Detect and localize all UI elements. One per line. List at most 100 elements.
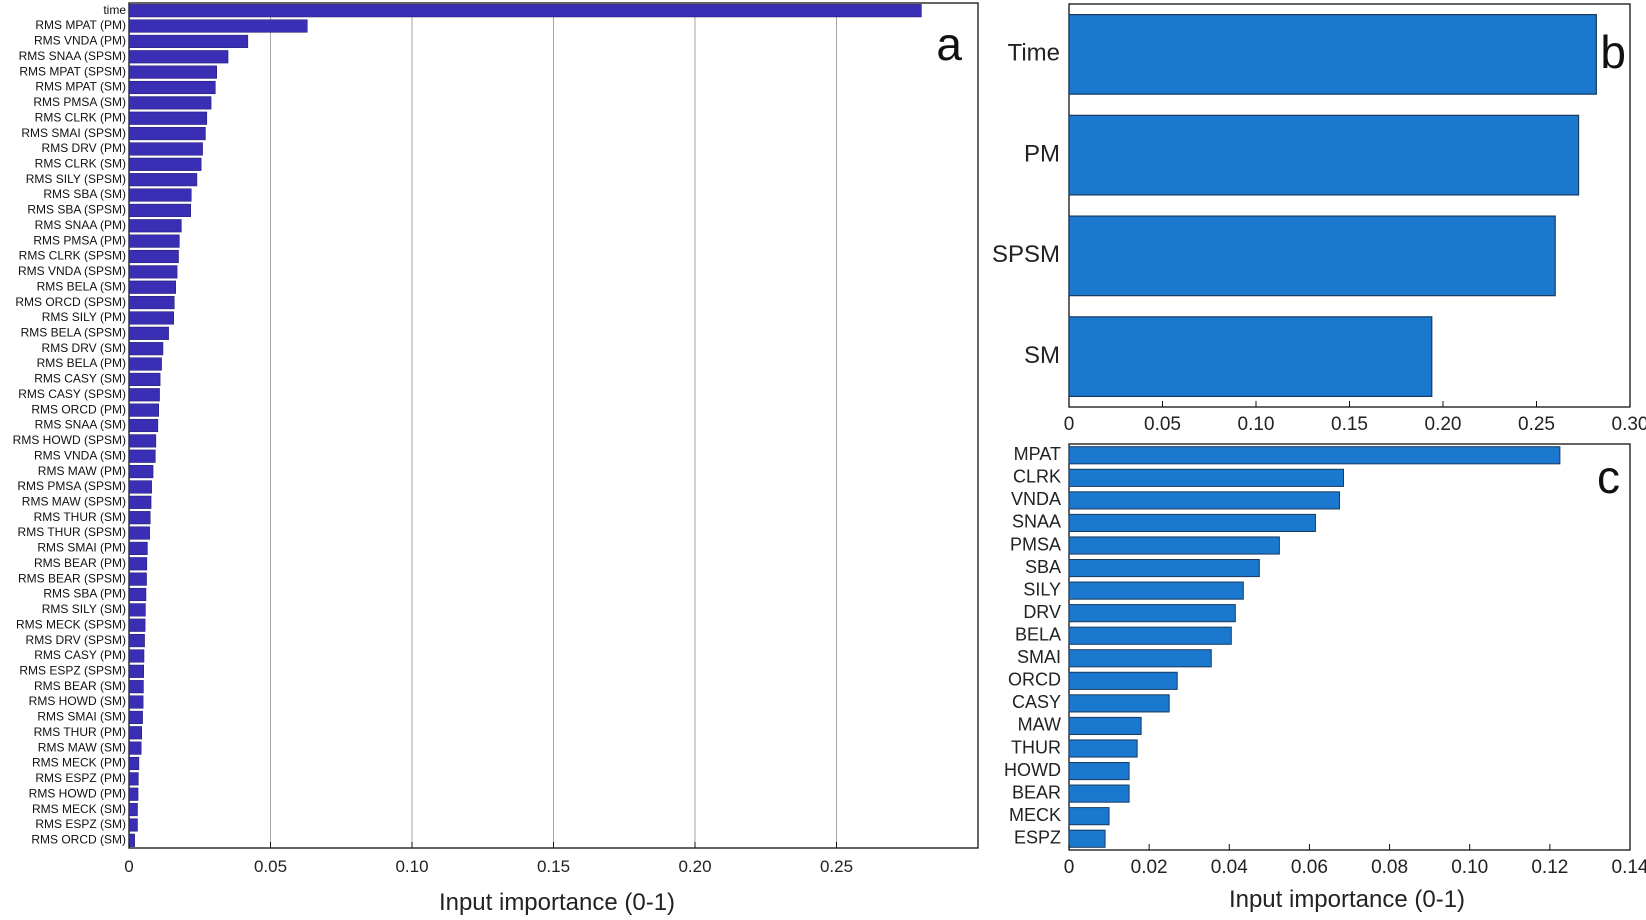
bar-rms-meck-pm [128, 756, 140, 771]
category-label: SPSM [992, 241, 1060, 268]
x-tick-label: 0.25 [820, 857, 853, 876]
category-label: RMS SBA (SPSM) [27, 203, 126, 217]
category-label: RMS ESPZ (PM) [35, 771, 126, 785]
bar-rms-howd-sm [128, 695, 144, 709]
bar-rms-smai-pm [128, 541, 148, 555]
category-label: RMS PMSA (SM) [33, 95, 126, 109]
x-tick-label: 0.14 [1612, 857, 1646, 878]
bar-sba [1068, 558, 1260, 578]
category-label: RMS PMSA (PM) [33, 233, 126, 247]
bar-rms-howd-pm [128, 787, 139, 801]
bar-rms-mpat-spsm [128, 65, 217, 79]
bar-rms-sba-spsm [128, 203, 191, 217]
bar-rms-maw-sm [128, 741, 142, 755]
bar-rms-thur-pm [128, 726, 142, 740]
bar-rms-bear-spsm [128, 572, 147, 586]
category-label: time [103, 3, 126, 17]
category-label: RMS MPAT (SPSM) [19, 64, 126, 78]
bar-smai [1068, 649, 1212, 668]
bar-rms-casy-sm [128, 372, 161, 386]
bar-rms-orcd-pm [128, 403, 159, 417]
category-label: RMS PMSA (SPSM) [17, 479, 126, 493]
category-label: RMS VNDA (SM) [34, 448, 126, 462]
x-tick-label: 0.08 [1371, 857, 1408, 878]
x-tick-label: 0.20 [1425, 414, 1462, 435]
category-label: RMS BELA (SM) [37, 279, 126, 293]
category-label: RMS DRV (SM) [42, 341, 126, 355]
bar-rms-maw-pm [128, 465, 154, 479]
bar-rms-bela-pm [128, 357, 162, 371]
category-label: RMS THUR (SPSM) [18, 525, 126, 539]
category-label: RMS SMAI (SPSM) [21, 126, 126, 140]
panel-label: a [936, 18, 962, 70]
bar-rms-sba-sm [128, 188, 192, 202]
category-label: RMS BELA (SPSM) [21, 325, 126, 339]
bar-rms-meck-sm [128, 803, 138, 817]
x-tick-label: 0.10 [1238, 414, 1275, 435]
x-tick-label: 0.15 [537, 857, 570, 876]
bar-meck [1068, 807, 1110, 826]
bar-rms-thur-sm [128, 511, 151, 525]
x-tick-label: 0.05 [1144, 414, 1181, 435]
category-label: BEAR [1012, 782, 1061, 802]
bar-pm [1068, 114, 1580, 196]
bar-thur [1068, 739, 1138, 758]
bar-bear [1068, 784, 1130, 803]
category-label: VNDA [1011, 489, 1061, 509]
bar-rms-sily-pm [128, 311, 174, 325]
bar-rms-clrk-sm [128, 157, 202, 171]
x-tick-label: 0.12 [1531, 857, 1568, 878]
bar-rms-bear-sm [128, 680, 144, 694]
category-label: SM [1024, 342, 1060, 369]
bar-bela [1068, 626, 1232, 645]
bar-time [1068, 13, 1597, 95]
bar-rms-bela-spsm [128, 326, 169, 340]
category-label: RMS ORCD (SM) [31, 832, 126, 846]
bar-rms-casy-spsm [128, 388, 160, 402]
bar-rms-clrk-pm [128, 111, 208, 125]
category-label: MAW [1018, 715, 1061, 735]
bar-rms-sba-pm [128, 587, 147, 602]
category-label: RMS HOWD (SPSM) [13, 433, 126, 447]
category-label: RMS ESPZ (SPSM) [19, 663, 126, 677]
category-label: CLRK [1013, 467, 1061, 487]
category-label: MECK [1009, 805, 1061, 825]
panel-label: c [1597, 451, 1620, 503]
bar-rms-clrk-spsm [128, 249, 179, 264]
category-label: SNAA [1012, 512, 1061, 532]
bar-rms-thur-spsm [128, 526, 150, 540]
category-label: RMS SNAA (SM) [35, 418, 126, 432]
category-label: RMS SMAI (PM) [37, 541, 126, 555]
category-label: RMS HOWD (PM) [29, 786, 126, 800]
category-label: SILY [1023, 579, 1061, 599]
x-tick-label: 0.10 [1451, 857, 1488, 878]
category-label: RMS CLRK (SM) [35, 156, 126, 170]
bar-rms-sily-spsm [128, 173, 198, 187]
category-label: RMS ESPZ (SM) [35, 817, 126, 831]
bar-rms-bear-pm [128, 557, 148, 571]
category-label: RMS VNDA (SPSM) [18, 264, 126, 278]
x-tick-label: 0.30 [1612, 414, 1646, 435]
bar-time [128, 4, 922, 18]
bar-rms-mpat-sm [128, 80, 216, 95]
bar-espz [1068, 829, 1106, 848]
bar-snaa [1068, 513, 1316, 533]
bar-rms-orcd-sm [128, 833, 135, 847]
bar-rms-pmsa-sm [128, 96, 212, 110]
category-label: BELA [1015, 624, 1061, 644]
bar-rms-bela-sm [128, 280, 176, 294]
x-tick-label: 0 [1064, 414, 1075, 435]
category-label: RMS THUR (SM) [34, 510, 126, 524]
category-label: RMS MAW (SPSM) [22, 494, 126, 508]
bar-rms-snaa-spsm [128, 50, 229, 64]
category-label: RMS MECK (SPSM) [16, 617, 126, 631]
bar-howd [1068, 761, 1130, 781]
bar-pmsa [1068, 536, 1280, 555]
category-label: PM [1024, 140, 1060, 167]
x-tick-label: 0 [124, 857, 133, 876]
bar-sily [1068, 581, 1244, 600]
bar-rms-pmsa-spsm [128, 480, 152, 494]
category-label: ORCD [1008, 670, 1061, 690]
category-label: HOWD [1004, 760, 1061, 780]
